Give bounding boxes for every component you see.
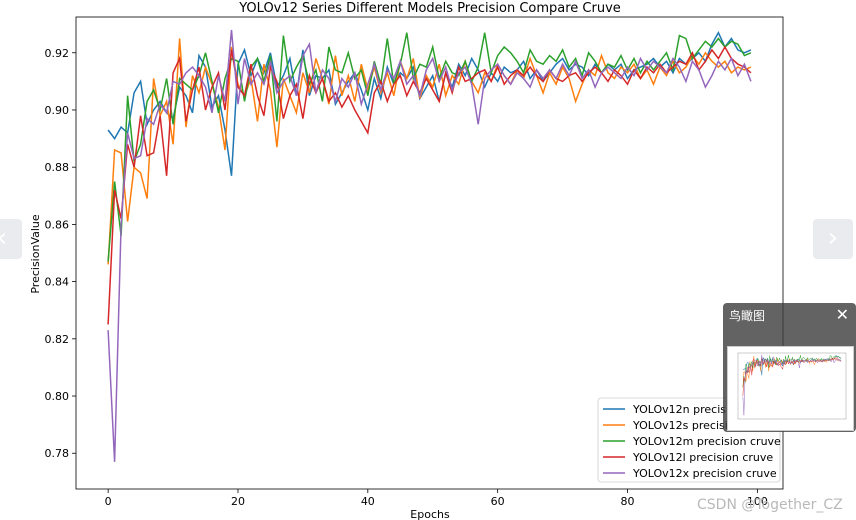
series-line-3 [107, 45, 752, 325]
chevron-left-icon: ‹ [0, 223, 7, 253]
chevron-right-icon: › [827, 223, 839, 253]
x-tick-label: 80 [621, 495, 635, 508]
minimap-chart-preview [737, 352, 847, 420]
watermark: CSDN @Together_CZ [697, 497, 843, 513]
minimap-title: 鸟瞰图 [729, 309, 766, 323]
x-tick-label: 100 [747, 495, 768, 508]
plot-frame [75, 16, 784, 490]
close-icon[interactable]: ✕ [835, 305, 849, 324]
y-tick-label: 0.82 [45, 333, 70, 346]
y-axis-ticks: 0.78 0.80 0.82 0.84 0.86 0.88 0.90 0.92 [45, 47, 76, 460]
minimap-series-line-4 [742, 354, 842, 416]
x-tick-label: 60 [491, 495, 505, 508]
series-line-4 [107, 29, 752, 462]
x-axis-ticks: 0 20 40 60 80 100 [105, 489, 768, 508]
previous-image-button[interactable]: ‹ [0, 219, 22, 259]
minimap-series-line-3 [742, 356, 842, 397]
minimap-frame [737, 352, 847, 420]
chart-title: YOLOv12 Series Different Models Precisio… [238, 1, 621, 16]
legend-label: YOLOv12x precision cruve [632, 467, 777, 480]
y-tick-label: 0.88 [45, 161, 70, 174]
y-tick-label: 0.90 [45, 104, 70, 117]
legend-label: YOLOv12l precision cruve [632, 451, 773, 464]
x-tick-label: 0 [105, 495, 112, 508]
next-image-button[interactable]: › [813, 219, 853, 259]
y-tick-label: 0.84 [45, 276, 70, 289]
y-tick-label: 0.80 [45, 390, 70, 403]
legend-label: YOLOv12m precision cruve [632, 435, 781, 448]
y-tick-label: 0.92 [45, 47, 70, 60]
y-axis-label: PrecisionValue [29, 214, 42, 294]
x-tick-label: 40 [361, 495, 375, 508]
minimap-thumbnail[interactable] [727, 346, 854, 431]
minimap-panel: 鸟瞰图 ✕ [723, 303, 856, 432]
series-line-2 [107, 32, 752, 262]
x-tick-label: 20 [231, 495, 245, 508]
series-lines [107, 29, 752, 462]
y-tick-label: 0.86 [45, 218, 70, 231]
x-axis-label: Epochs [410, 508, 450, 520]
y-tick-label: 0.78 [45, 447, 70, 460]
